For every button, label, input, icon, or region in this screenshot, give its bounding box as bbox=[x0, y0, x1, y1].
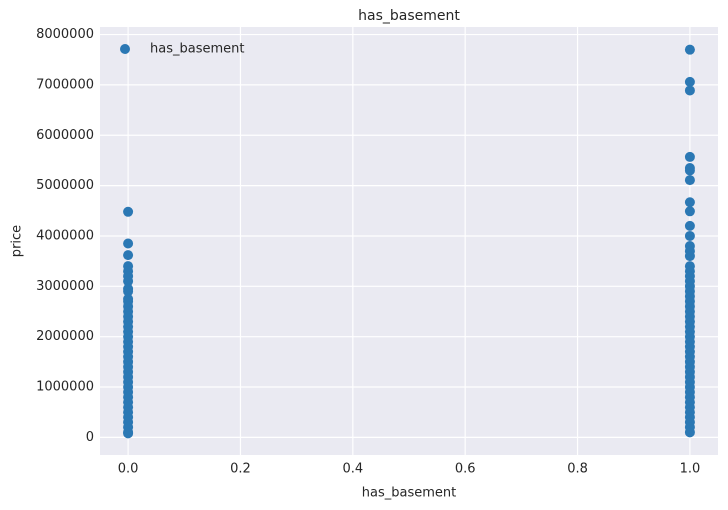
point bbox=[123, 238, 134, 249]
x-tick-label: 1.0 bbox=[680, 462, 701, 477]
legend-label: has_basement bbox=[150, 42, 244, 57]
point bbox=[684, 165, 695, 176]
y-tick-label: 6000000 bbox=[36, 128, 94, 143]
point bbox=[684, 220, 695, 231]
y-tick-label: 7000000 bbox=[36, 77, 94, 92]
point bbox=[684, 76, 695, 87]
point bbox=[684, 175, 695, 186]
point bbox=[684, 427, 695, 438]
x-tick-label: 0.0 bbox=[118, 462, 139, 477]
y-tick-label: 3000000 bbox=[36, 279, 94, 294]
y-tick-label: 1000000 bbox=[36, 380, 94, 395]
point bbox=[684, 44, 695, 55]
point bbox=[123, 286, 134, 297]
point bbox=[684, 151, 695, 162]
y-tick-label: 4000000 bbox=[36, 228, 94, 243]
y-tick-label: 5000000 bbox=[36, 178, 94, 193]
y-tick-label: 2000000 bbox=[36, 329, 94, 344]
point bbox=[123, 428, 134, 439]
point bbox=[684, 85, 695, 96]
x-tick-label: 0.6 bbox=[455, 462, 476, 477]
point bbox=[123, 250, 134, 261]
legend-marker bbox=[120, 44, 130, 54]
y-tick-label: 8000000 bbox=[36, 27, 94, 42]
point bbox=[684, 251, 695, 262]
y-tick-label: 0 bbox=[86, 430, 94, 445]
chart-title: has_basement bbox=[358, 8, 460, 24]
plot-area bbox=[100, 27, 718, 455]
y-axis-label: price bbox=[10, 225, 25, 257]
x-axis-label: has_basement bbox=[362, 486, 456, 501]
x-tick-label: 0.8 bbox=[567, 462, 588, 477]
x-tick-label: 0.4 bbox=[342, 462, 363, 477]
point bbox=[123, 206, 134, 217]
point bbox=[684, 230, 695, 241]
x-tick-label: 0.2 bbox=[230, 462, 251, 477]
point bbox=[684, 197, 695, 208]
point bbox=[123, 276, 134, 287]
point bbox=[684, 206, 695, 217]
